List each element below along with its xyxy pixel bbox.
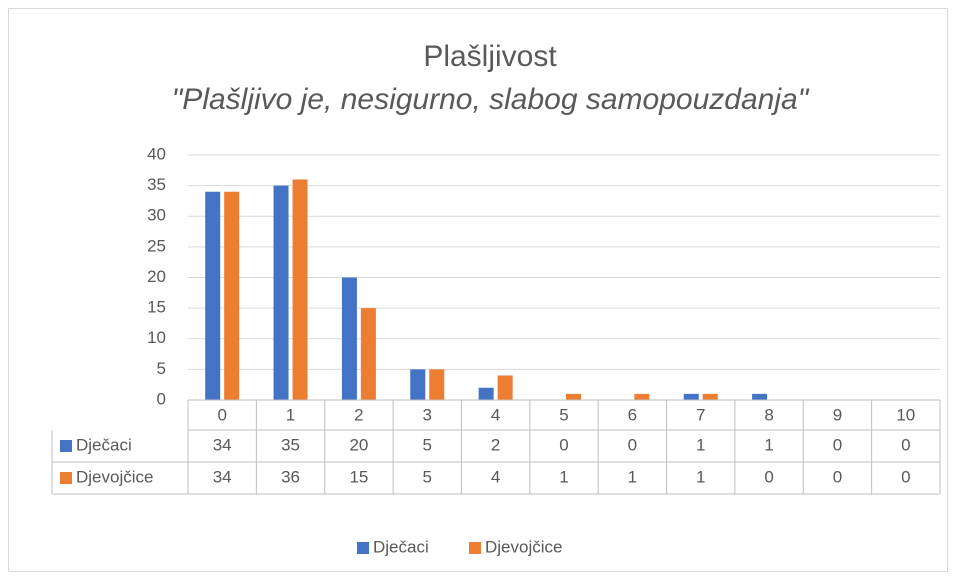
table-series-name: Djevojčice — [76, 467, 153, 486]
data-table-value: 0 — [833, 435, 842, 454]
x-tick-label: 1 — [286, 405, 295, 424]
data-table-value: 0 — [833, 467, 842, 486]
bar — [341, 277, 357, 400]
data-table-value: 34 — [213, 467, 232, 486]
x-tick-label: 2 — [354, 405, 363, 424]
data-table-value: 0 — [901, 467, 910, 486]
data-table-value: 2 — [491, 435, 500, 454]
data-table-value: 1 — [628, 467, 637, 486]
bar — [360, 308, 376, 400]
data-table-value: 1 — [764, 435, 773, 454]
y-tick-label: 40 — [147, 144, 166, 163]
data-table-value: 35 — [281, 435, 300, 454]
bar — [752, 393, 768, 400]
data-table-value: 0 — [559, 435, 568, 454]
data-table-value: 1 — [696, 467, 705, 486]
chart-title: Plašljivost — [423, 40, 557, 73]
legend-label: Djevojčice — [485, 537, 562, 556]
bar — [478, 387, 494, 400]
x-tick-label: 3 — [423, 405, 432, 424]
bar — [410, 369, 426, 400]
y-tick-label: 5 — [157, 359, 166, 378]
x-tick-label: 8 — [764, 405, 773, 424]
bar — [273, 185, 289, 400]
bar — [634, 393, 650, 400]
x-tick-label: 0 — [217, 405, 226, 424]
bar — [497, 375, 513, 400]
data-table-value: 0 — [901, 435, 910, 454]
y-tick-label: 30 — [147, 206, 166, 225]
y-tick-label: 0 — [157, 389, 166, 408]
bar — [566, 393, 581, 400]
data-table-value: 15 — [349, 467, 368, 486]
legend-key — [357, 542, 369, 554]
bar — [224, 191, 240, 400]
legend-key — [60, 440, 72, 452]
x-tick-label: 5 — [559, 405, 568, 424]
data-table-value: 5 — [423, 435, 432, 454]
x-tick-label: 10 — [896, 405, 915, 424]
y-tick-label: 20 — [147, 267, 166, 286]
x-tick-label: 6 — [628, 405, 637, 424]
x-tick-label: 9 — [833, 405, 842, 424]
data-table-value: 36 — [281, 467, 300, 486]
x-tick-label: 7 — [696, 405, 705, 424]
bar — [683, 393, 699, 400]
data-table-value: 34 — [213, 435, 232, 454]
data-table-value: 5 — [423, 467, 432, 486]
legend-label: Dječaci — [373, 537, 429, 556]
data-table-value: 20 — [349, 435, 368, 454]
bar — [702, 393, 718, 400]
x-tick-label: 4 — [491, 405, 500, 424]
legend-key — [469, 542, 481, 554]
data-table-value: 0 — [764, 467, 773, 486]
data-table-value: 1 — [696, 435, 705, 454]
data-table-value: 4 — [491, 467, 500, 486]
data-table-value: 1 — [559, 467, 568, 486]
y-tick-label: 35 — [147, 175, 166, 194]
data-table-value: 0 — [628, 435, 637, 454]
y-tick-label: 10 — [147, 328, 166, 347]
bar — [429, 369, 445, 400]
y-tick-label: 15 — [147, 298, 166, 317]
bar — [292, 179, 308, 400]
chart-border — [8, 8, 948, 572]
y-tick-label: 25 — [147, 236, 166, 255]
chart-subtitle: "Plašljivo je, nesigurno, slabog samopou… — [172, 83, 810, 116]
legend-key — [60, 472, 72, 484]
bar — [205, 191, 221, 400]
table-series-name: Dječaci — [76, 435, 132, 454]
